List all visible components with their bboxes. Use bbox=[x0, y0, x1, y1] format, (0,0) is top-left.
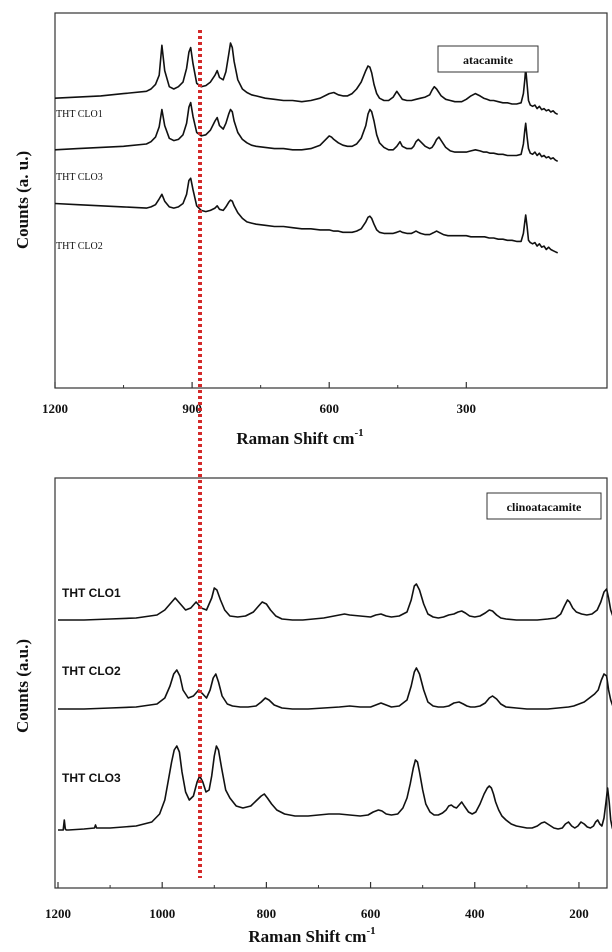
x-tick-label: 200 bbox=[569, 906, 589, 921]
spectrum-trace-atacamite-tht-clo2 bbox=[54, 177, 559, 254]
atacamite-plot-frame bbox=[54, 12, 608, 389]
clinoatacamite-legend-box bbox=[486, 492, 602, 520]
atacamite-panel: 1200 900 600 300 atacamite THT CLO1 THT CLO… bbox=[13, 12, 608, 448]
clinoatacamite-traces bbox=[58, 583, 612, 831]
atacamite-traces bbox=[54, 42, 559, 254]
atacamite-x-axis-title-text: Raman Shift cm bbox=[236, 429, 354, 448]
trace-label-atacamite-clo2: THT CLO2 bbox=[56, 241, 103, 252]
atacamite-x-axis-title: Raman Shift cm-1 bbox=[236, 427, 363, 448]
clinoatacamite-y-axis-title: Counts (a.u.) bbox=[13, 639, 32, 733]
trace-label-clinoatacamite-clo2: THT CLO2 bbox=[62, 664, 121, 678]
clinoatacamite-plot-frame bbox=[54, 477, 608, 889]
atacamite-legend-label: atacamite bbox=[463, 53, 514, 67]
clinoatacamite-x-axis-title: Raman Shift cm-1 bbox=[248, 925, 375, 946]
x-tick-label: 400 bbox=[465, 906, 485, 921]
spectrum-trace-atacamite-tht-clo1 bbox=[54, 42, 559, 116]
trace-label-atacamite-clo3: THT CLO3 bbox=[56, 172, 103, 183]
x-tick-label: 800 bbox=[257, 906, 277, 921]
x-tick-label: 300 bbox=[457, 401, 477, 416]
clinoatacamite-x-axis-title-sup: -1 bbox=[366, 925, 375, 937]
trace-label-clinoatacamite-clo1: THT CLO1 bbox=[62, 586, 121, 600]
atacamite-x-axis-title-sup: -1 bbox=[354, 427, 363, 439]
trace-label-clinoatacamite-clo3: THT CLO3 bbox=[62, 771, 121, 785]
spectrum-trace-clinoatacamite-tht-clo1 bbox=[58, 583, 612, 621]
clinoatacamite-panel: 1200 1000 800 600 400 200 clinoatacamite THT … bbox=[13, 477, 612, 946]
atacamite-x-ticks: 1200 900 600 300 bbox=[42, 382, 476, 416]
clinoatacamite-x-ticks: 1200 1000 800 600 400 200 bbox=[45, 882, 589, 921]
x-tick-label: 1200 bbox=[45, 906, 71, 921]
atacamite-legend-box bbox=[437, 45, 539, 73]
spectrum-trace-clinoatacamite-tht-clo3 bbox=[58, 745, 612, 831]
x-tick-label: 1200 bbox=[42, 401, 68, 416]
x-tick-label: 1000 bbox=[149, 906, 175, 921]
x-tick-label: 600 bbox=[361, 906, 381, 921]
x-tick-label: 900 bbox=[182, 401, 202, 416]
atacamite-legend: atacamite bbox=[437, 45, 539, 73]
trace-label-atacamite-clo1: THT CLO1 bbox=[56, 109, 103, 120]
clinoatacamite-legend-label: clinoatacamite bbox=[507, 500, 582, 514]
atacamite-y-axis-title: Counts (a. u.) bbox=[13, 151, 32, 249]
spectrum-trace-clinoatacamite-tht-clo2 bbox=[58, 667, 612, 710]
clinoatacamite-legend: clinoatacamite bbox=[486, 492, 602, 520]
clinoatacamite-x-axis-title-text: Raman Shift cm bbox=[248, 927, 366, 946]
x-tick-label: 600 bbox=[319, 401, 339, 416]
spectrum-trace-atacamite-tht-clo3 bbox=[54, 101, 559, 163]
